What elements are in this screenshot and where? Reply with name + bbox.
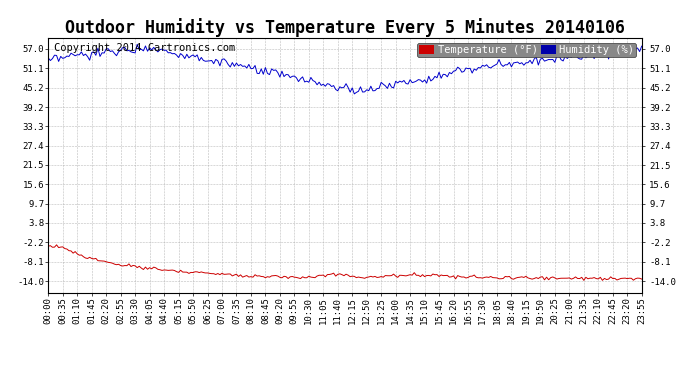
- Legend: Temperature (°F), Humidity (%): Temperature (°F), Humidity (%): [417, 43, 636, 57]
- Title: Outdoor Humidity vs Temperature Every 5 Minutes 20140106: Outdoor Humidity vs Temperature Every 5 …: [65, 18, 625, 38]
- Text: Copyright 2014 Cartronics.com: Copyright 2014 Cartronics.com: [55, 43, 235, 52]
